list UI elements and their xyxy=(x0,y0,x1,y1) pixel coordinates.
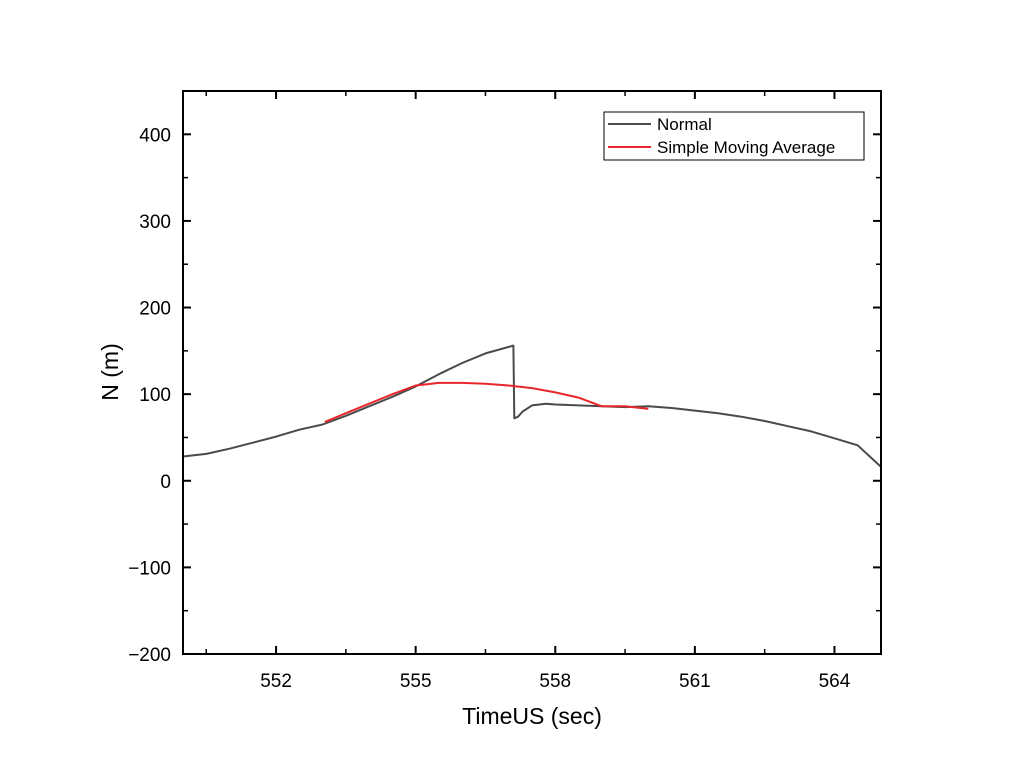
y-axis: −200 −100 0 100 200 300 400 xyxy=(128,125,881,666)
x-tick-label: 561 xyxy=(679,671,711,692)
x-tick-label: 552 xyxy=(260,671,292,692)
x-axis: 552 555 558 561 564 xyxy=(205,91,851,692)
legend-label: Simple Moving Average xyxy=(657,138,835,157)
x-tick-label: 564 xyxy=(819,671,851,692)
x-tick-label: 558 xyxy=(539,671,571,692)
y-tick-label: 200 xyxy=(139,299,171,320)
legend: Normal Simple Moving Average xyxy=(603,111,865,161)
y-tick-label: 400 xyxy=(139,125,171,146)
plot-lines xyxy=(182,344,882,468)
y-tick-label: 300 xyxy=(139,212,171,233)
x-axis-title: TimeUS (sec) xyxy=(462,703,602,729)
y-tick-label: 100 xyxy=(139,385,171,406)
series-line-simple-moving-average xyxy=(324,381,649,423)
y-tick-label: −100 xyxy=(128,558,171,579)
y-axis-title: N (m) xyxy=(97,343,123,400)
x-tick-label: 555 xyxy=(400,671,432,692)
y-tick-label: 0 xyxy=(160,472,171,493)
legend-label: Normal xyxy=(657,115,712,134)
legend-box xyxy=(603,111,865,161)
series-line-normal xyxy=(182,344,882,468)
plot-frame xyxy=(182,90,882,655)
y-tick-label: −200 xyxy=(128,645,171,666)
